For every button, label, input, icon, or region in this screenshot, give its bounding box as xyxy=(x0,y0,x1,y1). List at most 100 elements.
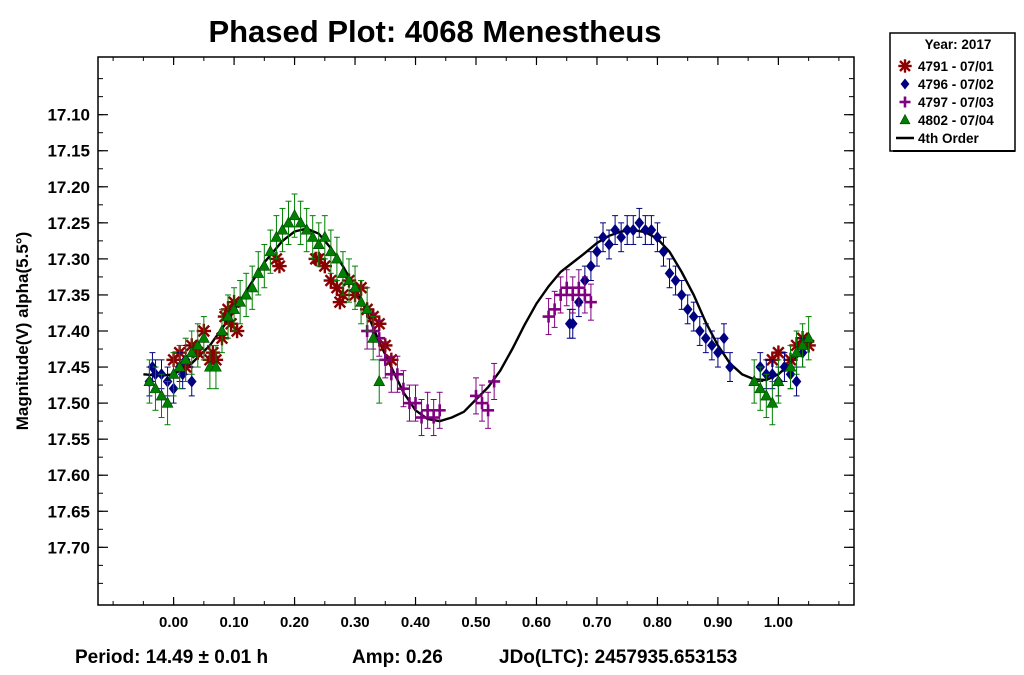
x-tick-label: 0.70 xyxy=(582,614,611,631)
data-point xyxy=(767,368,778,381)
x-tick-label: 0.10 xyxy=(219,614,248,631)
data-point xyxy=(760,389,773,401)
data-point xyxy=(784,360,797,372)
marker-stroke xyxy=(318,259,331,273)
data-point xyxy=(234,295,247,307)
data-point xyxy=(258,259,271,271)
data-point xyxy=(155,389,168,401)
data-point xyxy=(246,281,259,293)
data-point xyxy=(427,411,440,424)
data-point xyxy=(397,382,410,395)
y-tick-label: 17.55 xyxy=(47,430,90,449)
x-tick-label: 0.50 xyxy=(461,614,490,631)
data-point xyxy=(658,245,669,258)
legend-entry-label: 4797 - 07/03 xyxy=(918,95,994,110)
data-point xyxy=(688,310,699,323)
x-tick-label: 1.00 xyxy=(764,614,793,631)
marker-stroke xyxy=(772,346,785,359)
data-point xyxy=(622,224,632,237)
marker-stroke xyxy=(230,324,244,338)
y-axis-label: Magnitude(V) alpha(5.5°) xyxy=(13,232,32,431)
legend-entry-label: 4th Order xyxy=(918,131,980,146)
x-tick-label: 0.90 xyxy=(703,614,732,631)
y-tick-label: 17.25 xyxy=(47,214,90,233)
x-tick-label: 0.40 xyxy=(401,614,430,631)
legend-entry-label: 4796 - 07/02 xyxy=(918,77,994,92)
data-point xyxy=(264,245,277,257)
data-point xyxy=(796,338,809,350)
data-point xyxy=(488,375,501,388)
data-point xyxy=(191,338,204,350)
x-tick-label: 0.60 xyxy=(522,614,551,631)
data-point xyxy=(694,325,705,337)
data-point xyxy=(628,224,639,237)
y-tick-label: 17.30 xyxy=(47,250,90,269)
data-point xyxy=(317,258,332,274)
data-point xyxy=(567,317,578,330)
data-point xyxy=(167,367,180,379)
data-point xyxy=(676,288,687,301)
data-point xyxy=(161,396,174,408)
chart-title: Phased Plot: 4068 Menestheus xyxy=(208,14,661,49)
data-point xyxy=(216,324,228,336)
data-point xyxy=(349,281,361,293)
period-text: Period: 14.49 ± 0.01 h xyxy=(75,647,268,668)
jdo-text: JDo(LTC): 2457935.653153 xyxy=(499,647,737,668)
data-point xyxy=(748,374,761,386)
data-point xyxy=(604,238,614,251)
data-point xyxy=(584,296,597,309)
x-tick-label: 0.00 xyxy=(159,614,188,631)
data-point xyxy=(343,273,355,286)
y-tick-label: 17.65 xyxy=(47,502,90,521)
x-tick-label: 0.20 xyxy=(280,614,309,631)
data-point xyxy=(282,216,295,228)
data-point xyxy=(149,382,162,394)
legend-entry-label: 4791 - 07/01 xyxy=(918,59,994,74)
data-point xyxy=(179,353,192,365)
data-point xyxy=(228,302,240,314)
data-point xyxy=(670,274,681,287)
data-point xyxy=(318,230,331,242)
data-point xyxy=(355,295,367,307)
data-point xyxy=(186,375,197,388)
data-point xyxy=(592,245,602,258)
data-point xyxy=(300,223,313,235)
data-point xyxy=(802,331,815,343)
data-point xyxy=(312,237,325,249)
data-point xyxy=(210,360,222,372)
data-point xyxy=(173,360,186,372)
marker-stroke xyxy=(324,274,338,287)
data-point xyxy=(337,266,349,278)
data-point xyxy=(409,397,422,410)
data-point xyxy=(470,389,482,402)
data-point xyxy=(634,216,645,229)
y-tick-label: 17.45 xyxy=(47,358,90,377)
data-point xyxy=(725,361,735,374)
data-point xyxy=(542,310,555,323)
data-point xyxy=(240,288,253,300)
data-point xyxy=(572,281,585,294)
legend-entries: 4791 - 07/01 4796 - 07/02 4797 - 07/03 4802… xyxy=(896,59,994,146)
y-tick-label: 17.60 xyxy=(47,466,90,485)
data-point xyxy=(598,231,608,244)
marker-stroke xyxy=(899,60,911,72)
data-point xyxy=(373,374,386,386)
data-point xyxy=(610,224,620,237)
data-point xyxy=(578,288,591,301)
data-point xyxy=(272,258,287,274)
amplitude-text: Amp: 0.26 xyxy=(352,647,443,668)
data-point xyxy=(682,303,693,316)
y-tick-label: 17.50 xyxy=(47,394,90,413)
data-point xyxy=(324,245,337,257)
legend: Year: 2017 4791 - 07/01 4796 - 07/02 4797 … xyxy=(889,32,1016,152)
legend-box xyxy=(889,32,1016,152)
legend-entry-label: 4802 - 07/04 xyxy=(918,113,994,128)
data-point xyxy=(276,223,289,235)
data-point xyxy=(421,404,434,417)
data-point xyxy=(790,345,803,358)
data-point xyxy=(713,346,723,359)
data-point xyxy=(652,231,663,244)
data-point xyxy=(294,216,307,228)
data-point xyxy=(646,224,657,237)
